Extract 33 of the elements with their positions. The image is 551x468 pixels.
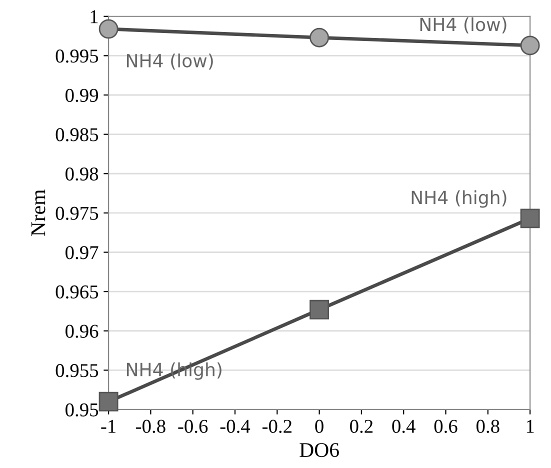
x-tick-label: -1	[101, 420, 116, 433]
y-tick-label: 0.985	[56, 128, 98, 142]
series-label: NH4 (low)	[420, 17, 506, 34]
x-tick-label: -0.2	[262, 420, 292, 433]
x-tick-label: 1	[526, 420, 534, 433]
x-tick-label: 0	[315, 420, 324, 433]
point	[98, 392, 118, 412]
y-tick-label: 0.995	[56, 50, 98, 63]
y-tick-label: 1	[90, 10, 98, 24]
x-tick-label: -0.8	[136, 420, 166, 433]
y-tick-label: 0.95	[66, 403, 98, 417]
y-axis-title: Nrem	[31, 190, 46, 236]
y-tick-label: 0.965	[56, 285, 98, 299]
x-tick-label: -0.4	[220, 420, 250, 433]
text: NH4 (high)	[412, 190, 506, 208]
y-tick-label: 0.97	[66, 246, 98, 260]
point	[310, 28, 330, 48]
y-tick-label: 0.98	[66, 167, 98, 181]
x-axis-title: DO6	[300, 443, 339, 458]
point	[310, 300, 330, 320]
x-tick-label: 0.6	[434, 420, 458, 433]
y-tick-label: 0.99	[66, 88, 98, 102]
text: NH4 (low)	[126, 54, 213, 70]
point	[520, 36, 540, 56]
point	[98, 19, 118, 39]
x-tick-label: -0.6	[178, 420, 208, 433]
y-tick-label: 0.96	[66, 324, 98, 338]
point	[520, 208, 540, 228]
x-tick-label: 0.8	[476, 420, 500, 433]
y-tick-label: 0.955	[56, 364, 98, 378]
x-tick-label: 0.4	[392, 420, 416, 433]
y-tick-label: 0.975	[56, 206, 98, 220]
x-tick-label: 0.2	[350, 420, 373, 433]
